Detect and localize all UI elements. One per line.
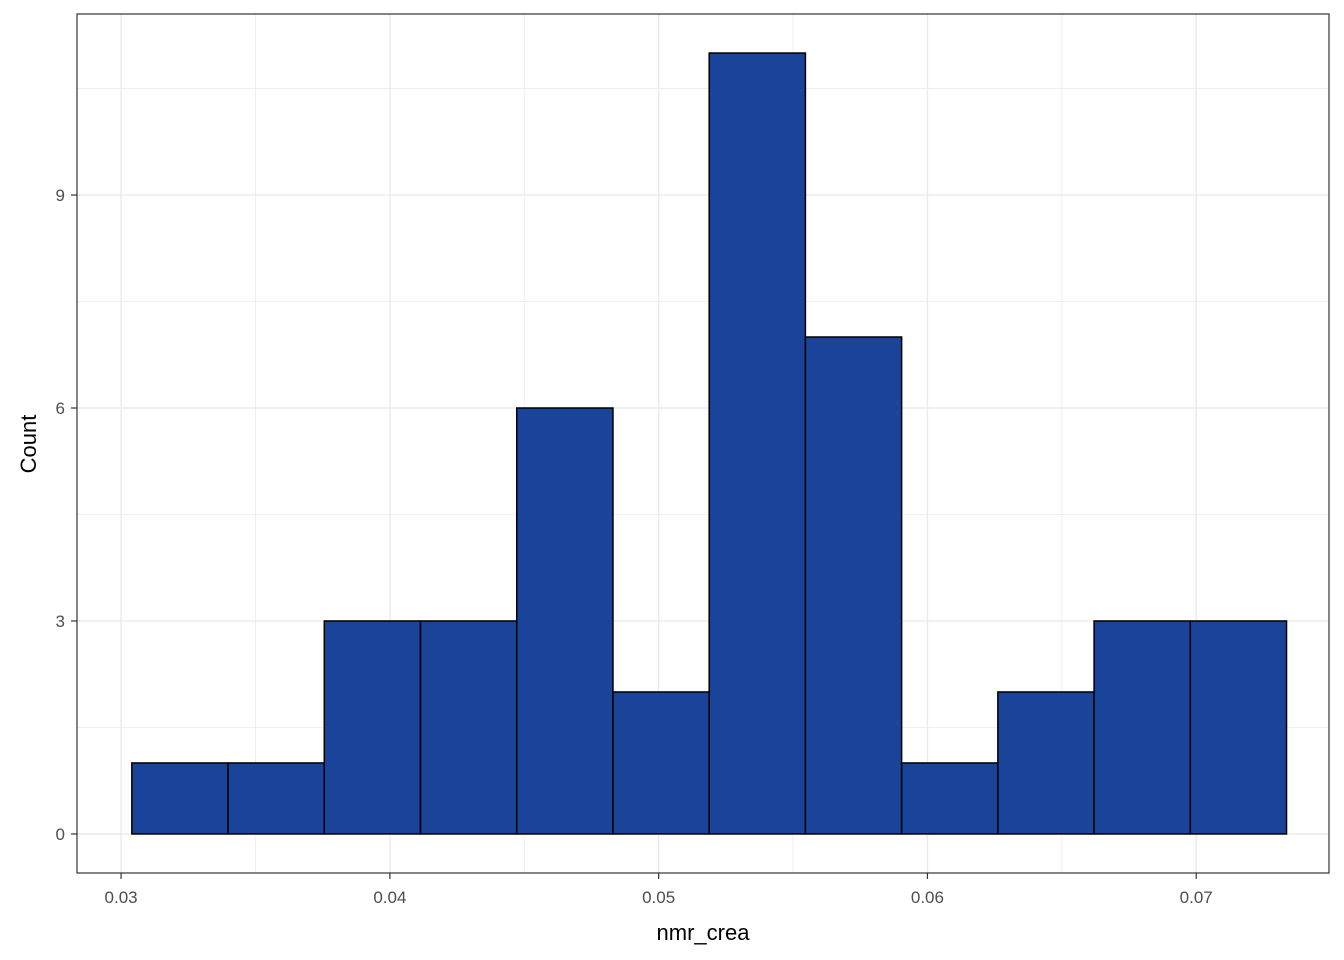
y-axis: 0 3 6 9: [56, 186, 77, 844]
y-tick-label: 3: [56, 612, 65, 631]
x-axis-title: nmr_crea: [657, 920, 751, 945]
histogram-bar: [323, 620, 422, 835]
histogram-bar: [900, 762, 999, 835]
x-tick-label: 0.06: [911, 888, 944, 907]
x-tick-label: 0.03: [105, 888, 138, 907]
histogram-bar: [804, 336, 903, 835]
histogram-bar: [227, 762, 326, 835]
y-axis-title: Count: [16, 415, 41, 474]
x-tick-label: 0.04: [373, 888, 406, 907]
x-tick-label: 0.05: [642, 888, 675, 907]
histogram-bar: [419, 620, 518, 835]
y-tick-label: 0: [56, 825, 65, 844]
y-tick-label: 6: [56, 399, 65, 418]
x-tick-label: 0.07: [1180, 888, 1213, 907]
histogram-bar: [515, 407, 614, 835]
histogram-bars: [131, 52, 1288, 835]
histogram-bar: [131, 762, 229, 835]
histogram-bar: [997, 691, 1095, 835]
histogram-bar: [708, 52, 807, 835]
histogram-bar: [1093, 620, 1192, 835]
histogram-bar: [612, 691, 710, 835]
histogram-bar: [1189, 620, 1288, 835]
panel-border: [76, 13, 1330, 874]
x-axis: 0.03 0.04 0.05 0.06 0.07: [105, 873, 1213, 907]
y-tick-label: 9: [56, 186, 65, 205]
